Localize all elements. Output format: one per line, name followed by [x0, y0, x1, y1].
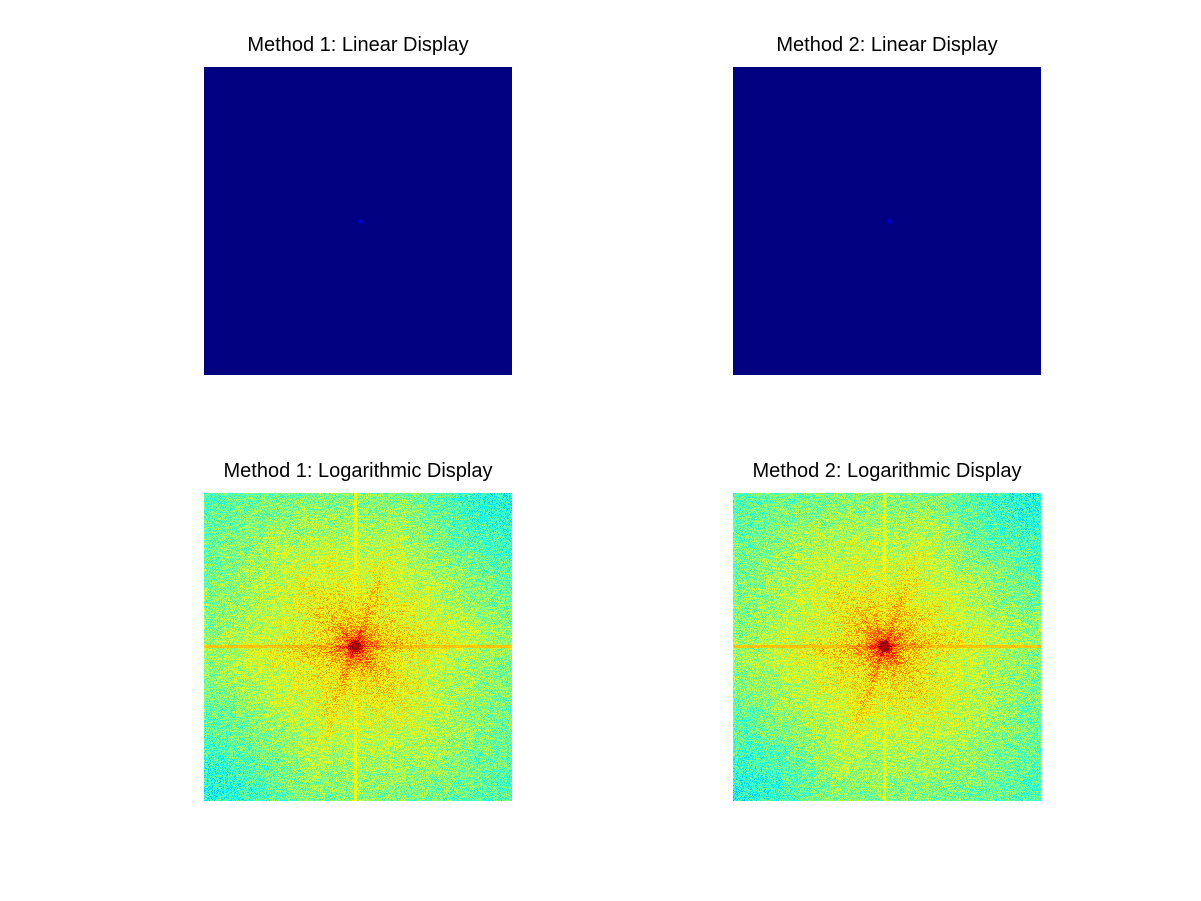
linear-spectrum-image	[204, 67, 512, 375]
log-spectrum-image	[204, 493, 512, 801]
log-spectrum-image	[733, 493, 1041, 801]
panel-title: Method 2: Linear Display	[776, 34, 998, 56]
panel-title: Method 1: Linear Display	[247, 34, 469, 56]
linear-spectrum-image	[733, 67, 1041, 375]
panel-title: Method 1: Logarithmic Display	[223, 460, 493, 482]
panel-title: Method 2: Logarithmic Display	[752, 460, 1022, 482]
